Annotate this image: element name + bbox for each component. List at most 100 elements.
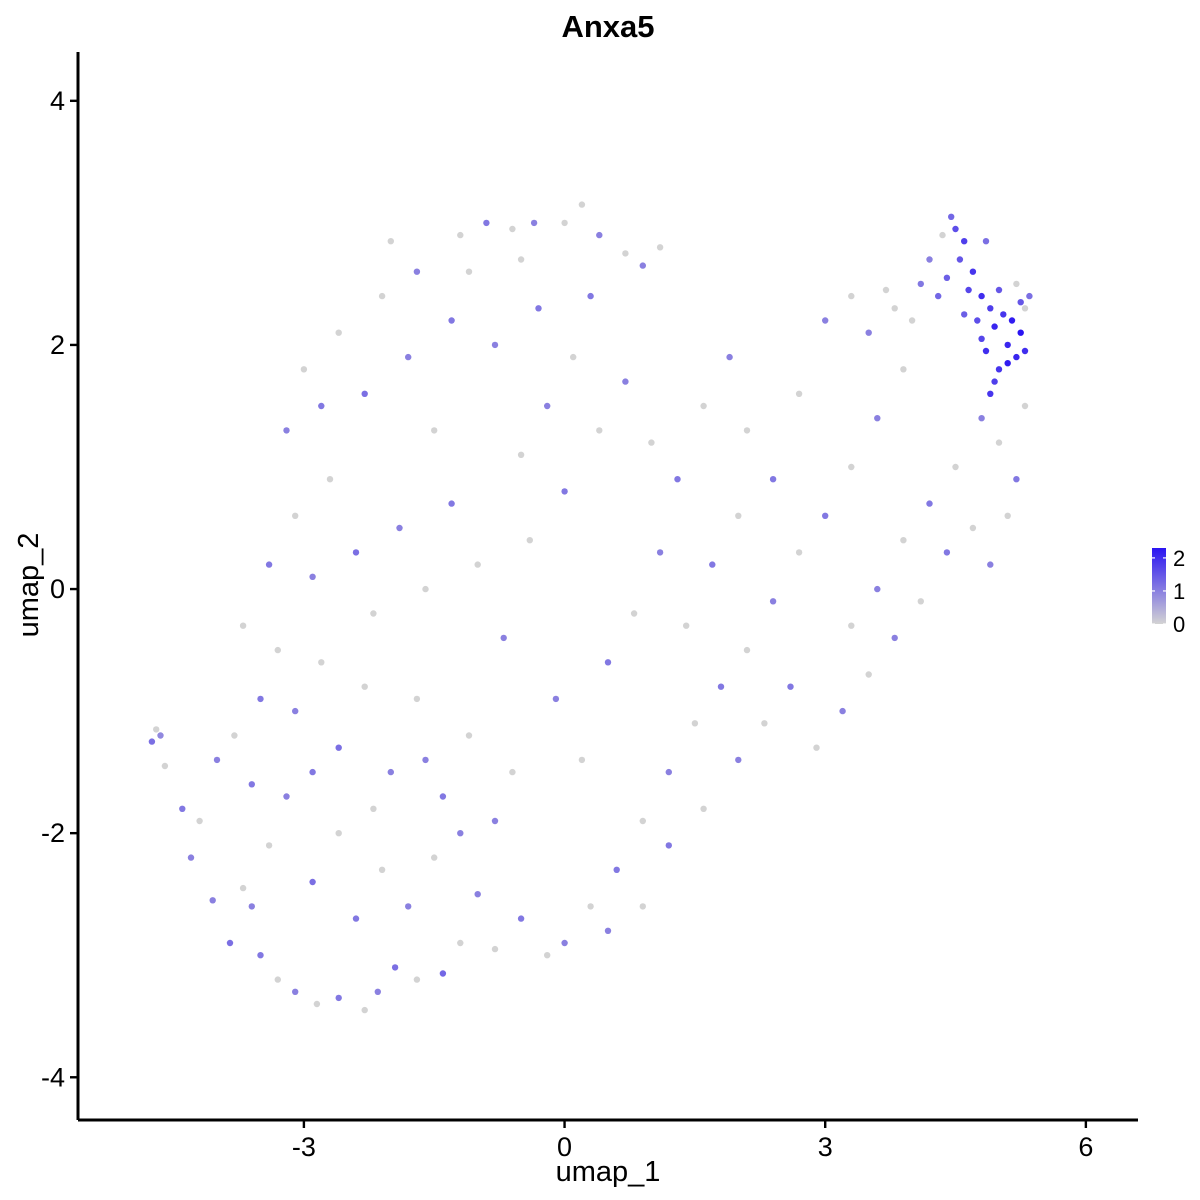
cell-point (900, 537, 907, 544)
cell-point (865, 329, 872, 336)
cell-point (691, 720, 699, 727)
y-tick-label: 4 (50, 86, 65, 116)
cell-point (1004, 341, 1011, 349)
cell-point (630, 610, 638, 617)
cell-point (604, 659, 612, 666)
cell-point (674, 476, 681, 483)
cell-point (352, 549, 360, 556)
cell-point (179, 805, 186, 812)
cell-point (396, 524, 403, 532)
cell-point (982, 347, 990, 355)
cell-point (509, 768, 516, 776)
cell-point (361, 390, 368, 397)
cell-point (161, 762, 169, 770)
cell-point (326, 476, 334, 483)
y-tick-label: 0 (50, 574, 65, 604)
cell-point (239, 622, 247, 629)
cell-point (969, 268, 977, 275)
cell-point (231, 732, 238, 739)
cell-point (309, 878, 316, 886)
cell-point (318, 659, 325, 666)
cell-point (292, 512, 299, 519)
cell-point (335, 830, 342, 837)
cell-point (361, 1006, 368, 1014)
cell-point (665, 842, 672, 849)
cell-point (1017, 299, 1024, 306)
cell-point (465, 268, 473, 275)
cell-point (978, 415, 985, 422)
axes-layer: -3 0 3 6 -4 -2 0 2 4 (41, 52, 1138, 1162)
cell-point (257, 695, 264, 703)
cell-point (648, 439, 655, 446)
cell-point (1004, 360, 1011, 367)
cell-point (952, 225, 959, 233)
color-scale-label: 1 (1173, 579, 1185, 604)
color-legend: 0 1 2 (1152, 546, 1185, 637)
cell-point (265, 842, 273, 849)
cell-point (683, 622, 690, 629)
cell-point (422, 585, 429, 593)
cell-point (448, 500, 455, 507)
cell-point (700, 805, 707, 812)
cell-point (535, 305, 542, 312)
cell-point (604, 927, 612, 934)
cell-point (656, 549, 664, 556)
cell-point (544, 952, 551, 959)
x-tick-label: 3 (818, 1132, 833, 1162)
cell-point (769, 598, 777, 605)
x-tick-label: 6 (1078, 1132, 1093, 1162)
cell-point (987, 390, 994, 397)
cell-point (309, 768, 316, 776)
cell-point (795, 549, 803, 556)
cell-point (622, 378, 629, 385)
cell-point (431, 854, 438, 861)
cell-point (292, 707, 299, 715)
cell-point (213, 756, 221, 764)
cell-point (578, 201, 586, 208)
cell-point (335, 329, 342, 336)
cell-point (361, 683, 368, 690)
color-scale-bar (1152, 548, 1166, 624)
cell-point (391, 964, 399, 971)
cell-point (378, 866, 386, 873)
cell-point (517, 256, 525, 263)
cell-point (292, 988, 299, 995)
cell-point (1008, 317, 1016, 324)
y-tick-label: -4 (41, 1062, 65, 1092)
cell-point (987, 561, 994, 568)
cell-point (943, 274, 951, 281)
cell-point (978, 292, 985, 300)
cell-point (457, 830, 464, 837)
cell-point (300, 366, 308, 373)
cell-point (257, 952, 264, 959)
cell-point (639, 903, 646, 910)
cell-point (526, 537, 533, 544)
cell-point (991, 378, 998, 385)
cell-point (491, 817, 499, 825)
cell-point (1013, 280, 1020, 288)
cell-point (491, 341, 499, 349)
cell-point (743, 646, 751, 654)
cell-point (917, 598, 924, 605)
cell-point (439, 793, 447, 800)
points-layer (148, 201, 1033, 1014)
cell-point (935, 292, 942, 300)
cell-point (387, 238, 394, 245)
cell-point (900, 366, 907, 373)
cell-point (274, 646, 281, 654)
cell-point (153, 726, 160, 733)
cell-point (700, 402, 707, 410)
cell-point (552, 695, 560, 703)
cell-point (943, 549, 951, 556)
cell-point (509, 225, 516, 233)
cell-point (874, 415, 881, 422)
cell-point (374, 988, 381, 995)
cell-point (1013, 353, 1020, 361)
cell-point (874, 585, 881, 593)
cell-point (196, 817, 203, 825)
cell-point (995, 439, 1003, 446)
cell-point (948, 213, 955, 220)
color-scale-label: 2 (1173, 546, 1185, 571)
cell-point (787, 683, 794, 690)
cell-point (457, 231, 464, 239)
